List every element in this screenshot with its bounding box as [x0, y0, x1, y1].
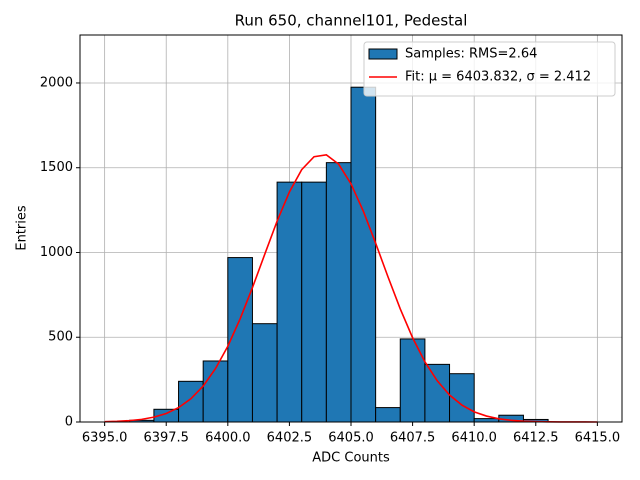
y-tick-label: 1000	[40, 245, 73, 260]
y-tick-label: 500	[48, 330, 73, 345]
plot-frame	[79, 34, 623, 423]
x-tick-label: 6400.0	[205, 431, 251, 446]
bar	[251, 323, 278, 423]
legend-swatch	[368, 48, 398, 60]
legend-box	[363, 41, 616, 97]
x-tick-label: 6397.5	[143, 431, 189, 446]
y-tick-label: 0	[65, 415, 73, 430]
bar	[301, 181, 327, 423]
bar	[227, 257, 253, 423]
x-tick-label: 6405.0	[328, 431, 374, 446]
bar	[375, 407, 401, 423]
bar	[276, 181, 303, 423]
x-tick-label: 6410.0	[451, 431, 497, 446]
y-axis-label: Entries	[15, 205, 30, 251]
bar	[399, 338, 426, 423]
bar	[202, 360, 229, 423]
bar	[325, 162, 352, 423]
x-tick-label: 6395.0	[82, 431, 128, 446]
x-tick-label: 6402.5	[267, 431, 313, 446]
bar	[424, 363, 451, 423]
bar	[473, 418, 500, 423]
fit-line	[104, 154, 598, 423]
x-axis-label: ADC Counts	[312, 451, 390, 466]
chart-title: Run 650, channel101, Pedestal	[235, 12, 468, 30]
y-tick-label: 1500	[40, 160, 73, 175]
y-tick-label: 2000	[40, 75, 73, 90]
bar	[178, 380, 204, 423]
bar	[350, 86, 377, 423]
x-tick-label: 6407.5	[390, 431, 436, 446]
x-tick-label: 6412.5	[513, 431, 559, 446]
x-tick-label: 6415.0	[575, 431, 621, 446]
legend-label: Samples: RMS=2.64	[405, 47, 537, 62]
legend-label: Fit: μ = 6403.832, σ = 2.412	[405, 70, 591, 85]
